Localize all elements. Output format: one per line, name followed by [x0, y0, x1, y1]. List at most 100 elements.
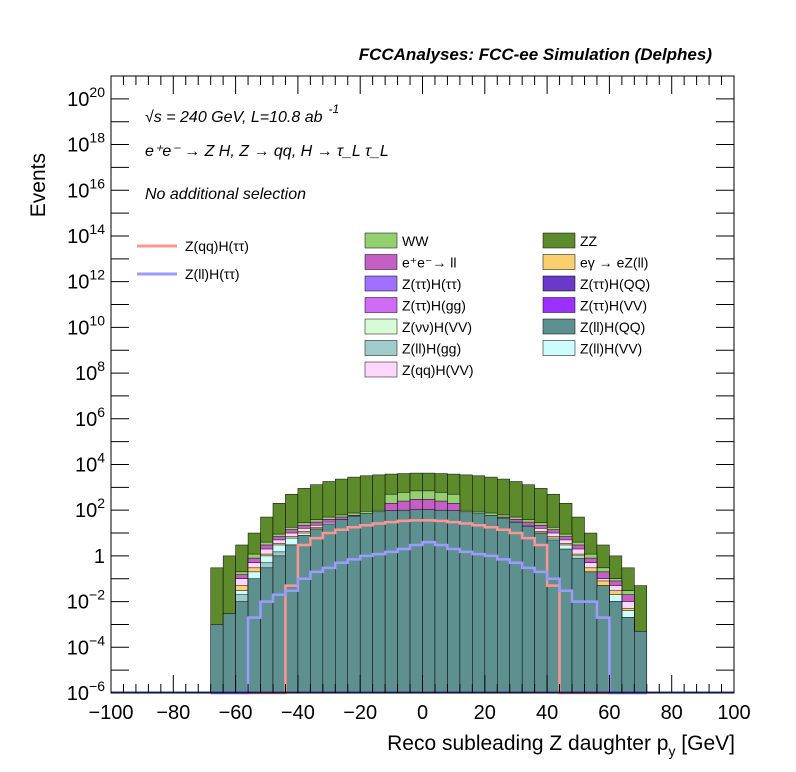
- y-tick-exp: 16: [89, 175, 105, 191]
- y-tick-exp: 2: [97, 495, 105, 511]
- bar-z-ll-h-qq: [322, 523, 336, 694]
- legend: Z(qq)H(ττ) Z(ll)H(ττ) WW ZZ e⁺e⁻→ ll eγ → eZ(…: [137, 232, 650, 378]
- y-tick-exp: −6: [89, 678, 105, 694]
- bar-z-ll-h-qq: [621, 617, 635, 694]
- x-tick-label: 40: [536, 702, 558, 724]
- bar-z-ll-h-qq: [210, 624, 224, 694]
- x-axis-title-unit: [GeV]: [675, 732, 735, 755]
- legend-swatch-ww: [364, 232, 398, 249]
- y-tick-base: 10: [67, 226, 89, 248]
- x-tick-label: −60: [219, 702, 253, 724]
- y-tick-base: 10: [75, 500, 97, 522]
- y-tick-base: 10: [67, 683, 89, 705]
- y-tick-base: 10: [67, 317, 89, 339]
- y-tick-label: 102: [75, 495, 105, 522]
- bar-z-ll-h-qq: [310, 528, 324, 694]
- legend-swatch-z-ll-h-gg: [364, 340, 398, 356]
- y-tick-exp: 4: [97, 449, 105, 465]
- y-tick-label: 10−2: [67, 587, 105, 614]
- y-tick-label: 1: [94, 546, 105, 568]
- process-annotation: e⁺e⁻ → Z H, Z → qq, H → τ_L τ_L: [145, 143, 389, 160]
- bar-z-ll-h-qq: [571, 557, 585, 694]
- bar-z-ll-h-qq: [509, 521, 523, 694]
- y-tick-base: 1: [94, 546, 105, 568]
- x-tick-label: 20: [474, 702, 496, 724]
- y-tick-label: 1016: [67, 175, 105, 202]
- legend-label-z-ll-h-gg: Z(ll)H(gg): [402, 341, 461, 357]
- bar-z-ll-h-qq: [335, 519, 348, 694]
- legend-label-z-h: Z(ττ)H(ττ): [402, 276, 461, 292]
- y-tick-base: 10: [67, 592, 89, 614]
- legend-label-e-e-ll: e⁺e⁻→ ll: [402, 255, 456, 271]
- y-tick-label: 1010: [67, 312, 105, 339]
- legend-swatch-z-h: [364, 275, 398, 292]
- signal-z-qq-h: [210, 519, 647, 695]
- bar-z-ll-h-qq: [285, 544, 299, 694]
- y-tick-base: 10: [67, 272, 89, 294]
- bar-z-ll-h-qq: [235, 601, 249, 694]
- legend-swatch-z-h-vv: [542, 297, 576, 313]
- y-tick-label: 1018: [67, 130, 105, 157]
- x-tick-label: 100: [717, 702, 750, 724]
- bar-z-ll-h-qq: [384, 510, 398, 694]
- legend-label-z-h-vv: Z(ττ)H(VV): [580, 298, 647, 314]
- bar-z-ll-h-qq: [247, 578, 261, 694]
- bar-z-ll-h-qq: [609, 601, 623, 694]
- x-tick-label: 80: [661, 702, 683, 724]
- energy-annotation-sup: -1: [329, 102, 340, 116]
- y-tick-label: 1014: [67, 221, 105, 248]
- series-z-ll-h-qq: [210, 509, 648, 694]
- legend-swatch-z-h-gg: [364, 297, 398, 313]
- x-axis-title-main: Reco subleading Z daughter p: [387, 732, 668, 755]
- legend-swatch-z-ll-h-qq: [542, 318, 576, 335]
- chart-title: FCCAnalyses: FCC-ee Simulation (Delphes): [359, 45, 713, 64]
- x-tick-label: −100: [88, 702, 133, 724]
- legend-label-z-qq-h: Z(qq)H(ττ): [185, 238, 249, 254]
- y-tick-base: 10: [67, 135, 89, 157]
- legend-swatch-z-ll-h-vv: [542, 340, 576, 356]
- legend-swatch-z-h-qq: [542, 275, 576, 292]
- y-tick-label: 106: [75, 404, 105, 431]
- y-tick-base: 10: [75, 363, 97, 385]
- y-tick-exp: 14: [89, 221, 105, 237]
- bar-z-ll-h-qq: [584, 571, 598, 694]
- bar-z-ll-h-qq: [596, 585, 610, 694]
- legend-swatch-z-qq-h-vv: [364, 361, 398, 378]
- bar-z-ll-h-qq: [497, 517, 510, 694]
- legend-label-z-h-gg: Z(ττ)H(gg): [402, 298, 466, 314]
- y-tick-exp: 6: [97, 404, 105, 420]
- legend-label-z-ll-h-vv: Z(ll)H(VV): [580, 341, 642, 357]
- bar-z-ll-h-qq: [447, 510, 461, 694]
- y-tick-base: 10: [67, 180, 89, 202]
- bar-z-ll-h-qq: [409, 509, 423, 694]
- energy-annotation: √s = 240 GeV, L=10.8 ab -1: [145, 102, 339, 126]
- bar-z-ll-h-qq: [372, 511, 386, 694]
- legend-label-z-ll-h: Z(ll)H(ττ): [185, 266, 240, 282]
- bar-z-ll-h-qq: [634, 631, 648, 694]
- y-tick-label: 10−4: [67, 632, 105, 659]
- bar-z-ll-h-qq: [521, 525, 535, 694]
- x-axis: −100 −80 −60 −40 −20 0 20 40 60 80 100: [88, 76, 751, 724]
- x-tick-label: −20: [343, 702, 377, 724]
- bar-z-ll-h-qq: [484, 515, 498, 694]
- x-tick-label: −40: [281, 702, 315, 724]
- y-tick-exp: 20: [89, 84, 105, 100]
- bar-z-ll-h-qq: [347, 515, 361, 694]
- y-tick-exp: 10: [89, 312, 105, 328]
- bar-z-ll-h-qq: [434, 509, 448, 694]
- legend-label-z-ll-h-qq: Z(ll)H(QQ): [580, 319, 645, 335]
- legend-label-z-qq-h-vv: Z(qq)H(VV): [402, 362, 474, 378]
- y-axis: 10−610−410−21102104106108101010121014101…: [67, 75, 734, 705]
- y-tick-exp: 12: [89, 267, 105, 283]
- x-axis-title: Reco subleading Z daughter py [GeV]: [387, 732, 735, 759]
- bar-z-ll-h-qq: [459, 511, 473, 694]
- bar-z-ll-h-qq: [260, 567, 274, 694]
- bar-z-ll-h-qq: [272, 555, 286, 694]
- legend-swatch-zz: [542, 232, 576, 249]
- legend-label-z-h-qq: Z(ττ)H(QQ): [580, 276, 650, 292]
- bar-z-ll-h-qq: [359, 513, 373, 694]
- y-tick-exp: 8: [97, 358, 105, 374]
- y-tick-label: 1020: [67, 84, 105, 111]
- legend-swatch-z-h-vv: [364, 318, 398, 335]
